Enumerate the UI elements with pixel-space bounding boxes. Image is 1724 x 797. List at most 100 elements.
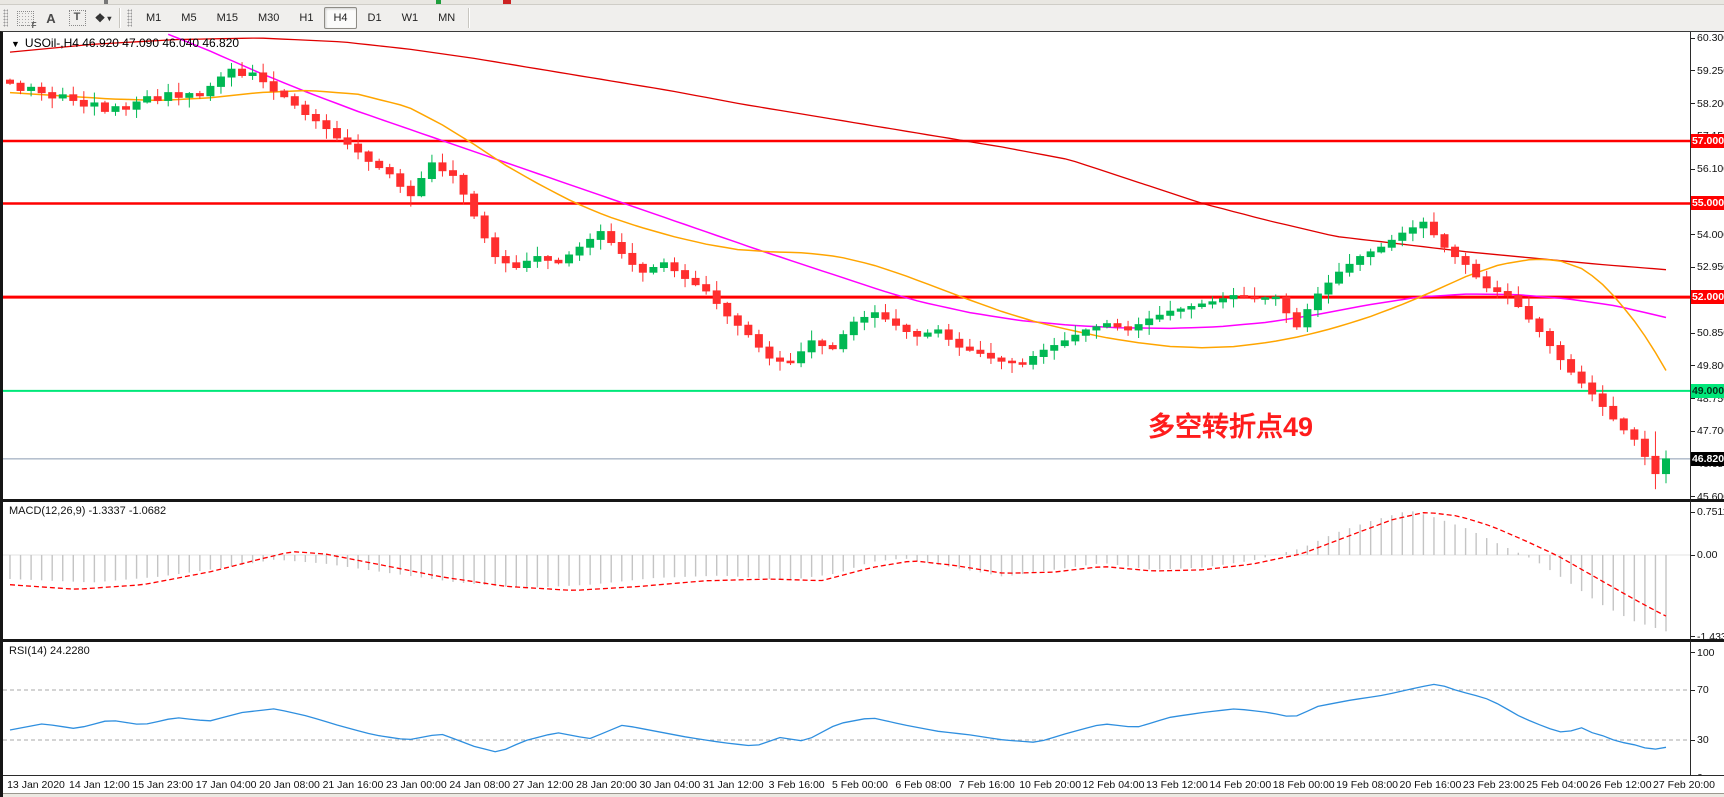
candle-body xyxy=(280,90,289,98)
text-label-button[interactable]: A xyxy=(39,7,63,29)
tf-button-m15[interactable]: M15 xyxy=(216,12,238,24)
candle-body xyxy=(986,352,995,359)
toolbar-grip[interactable] xyxy=(3,9,8,27)
candle-body xyxy=(1176,308,1185,312)
clipped-icon-gray xyxy=(104,0,108,4)
tf-button-w1[interactable]: W1 xyxy=(401,12,419,24)
candle-body xyxy=(1619,418,1628,431)
axis-tick-mark xyxy=(1691,496,1695,498)
date-label: 27 Jan 12:00 xyxy=(512,779,574,791)
candle-body xyxy=(1124,326,1133,331)
candle-body xyxy=(1429,221,1438,236)
tf-button-h1[interactable]: H1 xyxy=(299,12,314,24)
axis-tick-label: 30 xyxy=(1697,734,1709,746)
price-axis[interactable]: 60.30059.25058.20057.15056.10055.05054.0… xyxy=(1690,32,1724,503)
date-label: 19 Feb 08:00 xyxy=(1336,779,1399,791)
candle-body xyxy=(449,170,458,176)
date-label: 23 Feb 23:00 xyxy=(1462,779,1525,791)
candle-body xyxy=(849,321,858,336)
rsi-line xyxy=(9,683,1667,753)
axis-tick-mark xyxy=(1691,332,1695,334)
candle-body xyxy=(1324,282,1333,295)
candle-body xyxy=(955,338,964,348)
candle-body xyxy=(839,334,848,350)
candle-body xyxy=(1092,326,1101,331)
time-axis[interactable]: 13 Jan 2020 14 Jan 12:00 15 Jan 23:00 17 Ja… xyxy=(3,775,1724,793)
candle-body xyxy=(216,76,225,87)
candle-body xyxy=(143,96,152,103)
candle-body xyxy=(1662,458,1670,475)
rsi-axis[interactable]: 10070300 xyxy=(1690,639,1724,784)
candle-body xyxy=(1166,310,1175,316)
rsi-pane[interactable]: RSI(14) 24.2280 xyxy=(3,639,1690,775)
macd-axis[interactable]: 0.75110.00-1.433 xyxy=(1690,499,1724,643)
candle-body xyxy=(670,262,679,272)
candle-body xyxy=(259,72,268,83)
axis-tick-mark xyxy=(1691,398,1695,400)
candle-body xyxy=(659,262,668,268)
date-label: 10 Feb 20:00 xyxy=(1019,779,1082,791)
chart-title: ▼ USOil-,H4 46.920 47.090 46.040 46.820 xyxy=(11,36,239,50)
candle-body xyxy=(1018,362,1027,365)
macd-pane[interactable]: MACD(12,26,9) -1.3337 -1.0682 xyxy=(3,499,1690,639)
rsi-label: RSI(14) 24.2280 xyxy=(9,645,90,657)
candle-body xyxy=(1451,246,1460,258)
timeframe-grip[interactable] xyxy=(127,9,132,27)
collapse-triangle-icon[interactable]: ▼ xyxy=(11,39,20,49)
price-tag-55.000: 55.000 xyxy=(1691,196,1724,211)
letter-a-icon: A xyxy=(46,10,56,26)
axis-tick-mark xyxy=(1691,554,1695,556)
candle-body xyxy=(122,106,131,110)
candle-body xyxy=(396,173,405,187)
tf-button-mn[interactable]: MN xyxy=(438,12,456,24)
candle-body xyxy=(90,102,99,107)
price-tag-46.820: 46.820 xyxy=(1691,451,1724,466)
candle-body xyxy=(58,94,67,99)
candle-body xyxy=(512,262,521,268)
tf-button-m5[interactable]: M5 xyxy=(181,12,197,24)
candle-body xyxy=(818,340,827,347)
price-tag-57.000: 57.000 xyxy=(1691,134,1724,149)
tf-button-h4[interactable]: H4 xyxy=(324,7,357,29)
tf-button-m30[interactable]: M30 xyxy=(257,12,280,24)
date-label: 14 Jan 12:00 xyxy=(69,779,130,791)
candle-body xyxy=(1050,345,1059,351)
candle-body xyxy=(1440,234,1449,248)
clipped-upper-toolbar xyxy=(0,0,1724,5)
candle-body xyxy=(1134,324,1143,331)
crosshair-grid-button[interactable]: F xyxy=(13,7,37,30)
tf-button-d1[interactable]: D1 xyxy=(367,12,382,24)
axis-tick-mark xyxy=(1691,37,1695,39)
date-label: 18 Feb 00:00 xyxy=(1272,779,1335,791)
candle-body xyxy=(1345,263,1354,273)
price-chart-pane[interactable]: 多空转折点49 xyxy=(3,32,1690,499)
axis-tick-mark xyxy=(1691,689,1695,691)
tf-button-m1[interactable]: M1 xyxy=(146,12,162,24)
candle-body xyxy=(1398,232,1407,241)
candle-body xyxy=(227,68,236,78)
candle-body xyxy=(923,332,932,337)
candle-body xyxy=(565,254,574,264)
macd-signal-line xyxy=(9,512,1667,617)
candle-body xyxy=(206,85,215,97)
candle-body xyxy=(902,324,911,333)
candle-body xyxy=(1598,393,1607,407)
candle-body xyxy=(1145,318,1154,326)
candle-body xyxy=(1482,276,1491,289)
text-box-button[interactable]: T xyxy=(65,7,89,29)
date-label: 13 Jan 2020 xyxy=(7,779,65,791)
candle-body xyxy=(1535,318,1544,333)
candle-body xyxy=(1651,455,1660,475)
shapes-button[interactable]: ❖ ▾ xyxy=(91,7,115,29)
candle-body xyxy=(69,94,78,101)
candle-body xyxy=(269,81,278,92)
candle-body xyxy=(1039,349,1048,357)
price-chart-canvas: 多空转折点49 xyxy=(3,33,1690,490)
date-label: 30 Jan 04:00 xyxy=(639,779,701,791)
candle-body xyxy=(1187,306,1196,310)
chart-title-text: USOil-,H4 46.920 47.090 46.040 46.820 xyxy=(24,36,240,50)
axis-tick-mark xyxy=(1691,70,1695,72)
candle-body xyxy=(1102,323,1111,328)
axis-tick-mark xyxy=(1691,168,1695,170)
